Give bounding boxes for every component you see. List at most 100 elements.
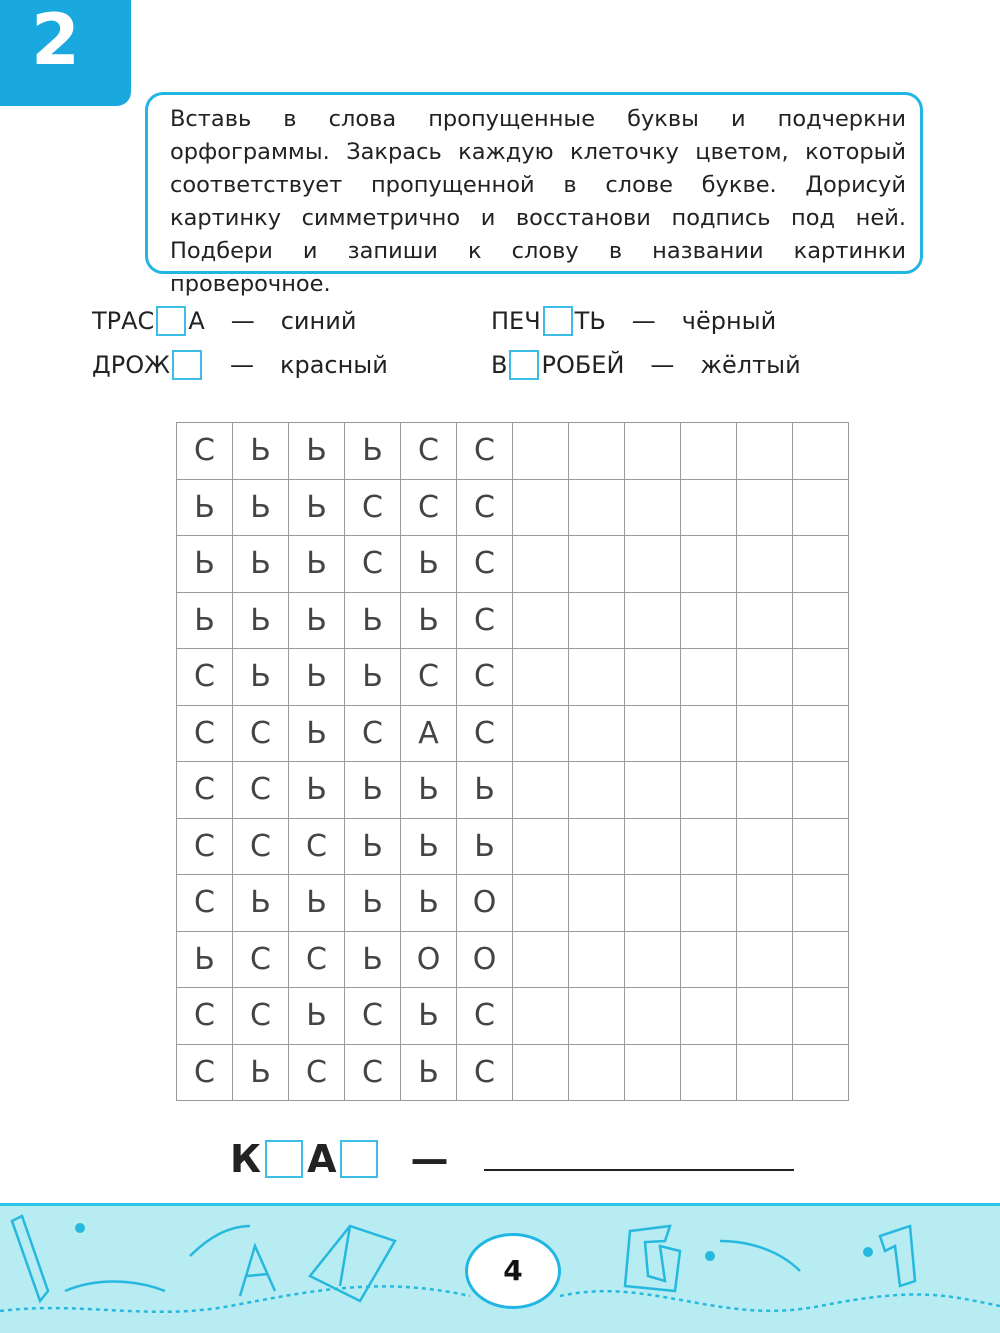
grid-cell[interactable] [568, 930, 625, 988]
grid-cell[interactable] [792, 704, 849, 762]
grid-cell[interactable]: С [232, 704, 289, 762]
grid-cell[interactable] [568, 761, 625, 819]
grid-cell[interactable] [680, 422, 737, 480]
grid-cell[interactable] [512, 704, 569, 762]
grid-cell[interactable]: Ь [344, 591, 401, 649]
grid-cell[interactable]: Ь [176, 478, 233, 536]
grid-cell[interactable]: Ь [400, 1043, 457, 1101]
grid-cell[interactable]: Ь [288, 648, 345, 706]
grid-cell[interactable]: Ь [344, 761, 401, 819]
grid-cell[interactable]: О [456, 874, 513, 932]
grid-cell[interactable] [792, 930, 849, 988]
grid-cell[interactable] [624, 817, 681, 875]
grid-cell[interactable]: Ь [288, 591, 345, 649]
grid-cell[interactable]: Ь [400, 591, 457, 649]
answer-box[interactable] [340, 1140, 379, 1178]
grid-cell[interactable] [624, 874, 681, 932]
grid-cell[interactable] [736, 591, 793, 649]
grid-cell[interactable]: Ь [344, 422, 401, 480]
grid-cell[interactable]: Ь [232, 1043, 289, 1101]
grid-cell[interactable]: С [232, 761, 289, 819]
grid-cell[interactable] [680, 987, 737, 1045]
grid-cell[interactable]: Ь [232, 874, 289, 932]
grid-cell[interactable] [512, 987, 569, 1045]
grid-cell[interactable] [512, 648, 569, 706]
grid-cell[interactable]: С [400, 648, 457, 706]
grid-cell[interactable] [736, 535, 793, 593]
grid-cell[interactable] [624, 930, 681, 988]
grid-cell[interactable]: Ь [456, 761, 513, 819]
grid-cell[interactable] [624, 648, 681, 706]
letter-box[interactable] [542, 306, 573, 336]
grid-cell[interactable]: Ь [344, 874, 401, 932]
grid-cell[interactable] [568, 874, 625, 932]
grid-cell[interactable] [680, 535, 737, 593]
grid-cell[interactable] [792, 817, 849, 875]
grid-cell[interactable] [680, 648, 737, 706]
grid-cell[interactable] [736, 874, 793, 932]
grid-cell[interactable]: Ь [344, 648, 401, 706]
grid-cell[interactable] [568, 648, 625, 706]
answer-line[interactable] [484, 1169, 794, 1171]
grid-cell[interactable]: С [176, 874, 233, 932]
grid-cell[interactable] [680, 591, 737, 649]
grid-cell[interactable] [568, 478, 625, 536]
grid-cell[interactable] [568, 704, 625, 762]
grid-cell[interactable] [624, 591, 681, 649]
grid-cell[interactable] [736, 648, 793, 706]
grid-cell[interactable]: С [344, 704, 401, 762]
grid-cell[interactable] [792, 987, 849, 1045]
grid-cell[interactable] [568, 817, 625, 875]
grid-cell[interactable]: Ь [232, 535, 289, 593]
grid-cell[interactable] [512, 535, 569, 593]
grid-cell[interactable]: С [176, 704, 233, 762]
grid-cell[interactable]: Ь [176, 535, 233, 593]
grid-cell[interactable]: С [288, 930, 345, 988]
grid-cell[interactable] [568, 987, 625, 1045]
letter-box[interactable] [171, 350, 202, 380]
grid-cell[interactable]: С [456, 478, 513, 536]
grid-cell[interactable] [792, 591, 849, 649]
grid-cell[interactable] [792, 874, 849, 932]
grid-cell[interactable]: Ь [288, 874, 345, 932]
grid-cell[interactable]: С [456, 535, 513, 593]
grid-cell[interactable] [512, 591, 569, 649]
grid-cell[interactable] [792, 535, 849, 593]
grid-cell[interactable]: О [456, 930, 513, 988]
grid-cell[interactable] [680, 930, 737, 988]
grid-cell[interactable] [736, 1043, 793, 1101]
grid-cell[interactable] [512, 817, 569, 875]
grid-cell[interactable]: С [400, 478, 457, 536]
grid-cell[interactable]: Ь [344, 930, 401, 988]
grid-cell[interactable] [792, 1043, 849, 1101]
letter-box[interactable] [156, 306, 187, 336]
grid-cell[interactable]: С [344, 535, 401, 593]
grid-cell[interactable]: Ь [288, 422, 345, 480]
grid-cell[interactable]: С [288, 817, 345, 875]
grid-cell[interactable] [624, 535, 681, 593]
answer-box[interactable] [265, 1140, 304, 1178]
grid-cell[interactable] [568, 535, 625, 593]
grid-cell[interactable] [792, 761, 849, 819]
grid-cell[interactable]: С [456, 987, 513, 1045]
grid-cell[interactable] [680, 761, 737, 819]
grid-cell[interactable] [736, 817, 793, 875]
grid-cell[interactable] [736, 987, 793, 1045]
grid-cell[interactable]: Ь [456, 817, 513, 875]
grid-cell[interactable]: С [176, 817, 233, 875]
grid-cell[interactable] [792, 422, 849, 480]
grid-cell[interactable] [512, 761, 569, 819]
grid-cell[interactable]: Ь [288, 535, 345, 593]
grid-cell[interactable]: С [456, 648, 513, 706]
grid-cell[interactable]: Ь [288, 761, 345, 819]
grid-cell[interactable]: С [456, 422, 513, 480]
grid-cell[interactable]: С [344, 478, 401, 536]
grid-cell[interactable] [680, 874, 737, 932]
grid-cell[interactable] [736, 761, 793, 819]
grid-cell[interactable] [792, 648, 849, 706]
grid-cell[interactable]: Ь [232, 478, 289, 536]
grid-cell[interactable] [624, 761, 681, 819]
grid-cell[interactable]: Ь [400, 535, 457, 593]
grid-cell[interactable] [736, 478, 793, 536]
grid-cell[interactable]: С [344, 1043, 401, 1101]
